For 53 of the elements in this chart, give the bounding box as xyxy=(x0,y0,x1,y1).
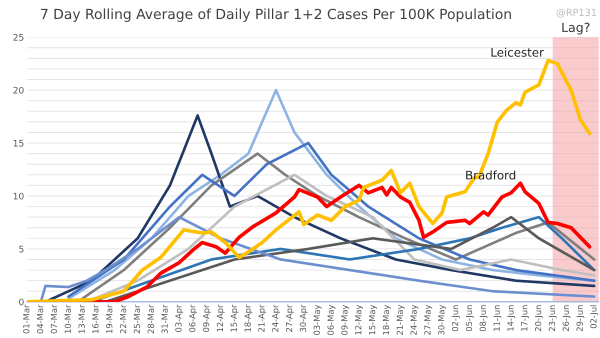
x-tick-label: 21-May xyxy=(396,304,405,335)
x-tick-label: 03-Apr xyxy=(175,304,184,332)
x-tick-label: 23-Jun xyxy=(548,305,557,332)
x-tick-label: 27-Apr xyxy=(286,304,294,332)
x-tick-label: 03-May xyxy=(314,304,322,335)
x-tick-label: 18-May xyxy=(382,304,391,335)
x-tick-label: 13-Mar xyxy=(78,304,85,334)
x-tick-label: 01-Mar xyxy=(23,304,30,334)
x-tick-label: 24-May xyxy=(410,304,418,335)
x-tick-label: 12-May xyxy=(355,304,364,335)
x-tick-label: 12-Apr xyxy=(216,304,225,332)
x-tick-label: 04-Mar xyxy=(36,304,44,334)
x-tick-label: 14-Jun xyxy=(507,305,516,331)
x-tick-label: 28-Mar xyxy=(148,304,154,334)
x-tick-label: 02-Jun xyxy=(452,305,460,332)
x-tick-label: 16-Mar xyxy=(92,304,99,334)
x-tick-label: 30-May xyxy=(438,304,446,335)
x-tick-label: 02-Jul xyxy=(590,305,598,328)
x-tick-label: 24-Apr xyxy=(272,304,280,332)
x-tick-label: 11-Jun xyxy=(494,305,502,331)
x-tick-label: 06-Apr xyxy=(189,304,198,332)
x-tick-label: 07-Mar xyxy=(50,304,58,334)
x-tick-label: 31-Mar xyxy=(161,304,168,334)
y-tick-label: 20 xyxy=(13,86,24,94)
line-series xyxy=(27,58,592,302)
y-tick-label: 0 xyxy=(19,298,24,306)
x-tick-label: 30-Apr xyxy=(300,304,308,332)
x-tick-label: 06-May xyxy=(327,304,336,335)
y-tick-label: 5 xyxy=(19,246,24,252)
x-tick-label: 15-Apr xyxy=(230,304,239,332)
x-tick-label: 29-Jun xyxy=(576,305,584,332)
y-tick-label: 10 xyxy=(14,192,24,200)
x-tick-label: 10-Mar xyxy=(64,304,71,334)
chart-title: 7 Day Rolling Average of Daily Pillar 1+2 Cases Per 100K Population xyxy=(41,8,511,22)
x-tick-label: 08-Jun xyxy=(480,305,488,332)
x-tick-label: 27-May xyxy=(424,304,432,335)
x-tick-label: 09-Apr xyxy=(202,304,211,332)
x-tick-label: 17-Jun xyxy=(521,305,529,331)
x-tick-label: 26-Jun xyxy=(562,305,570,332)
band-label: Lag? xyxy=(562,22,590,35)
y-tick-label: 15 xyxy=(14,140,24,147)
x-tick-label: 25-Mar xyxy=(134,304,140,334)
x-tick-label: 15-May xyxy=(369,304,377,335)
y-tick-label: 25 xyxy=(13,34,24,41)
x-tick-label: 22-Mar xyxy=(120,304,126,334)
series-label: Leicester xyxy=(492,48,544,57)
x-tick-label: 19-Mar xyxy=(106,304,112,334)
x-tick-label: 20-Jun xyxy=(534,305,543,332)
x-tick-label: 21-Apr xyxy=(258,304,266,332)
x-tick-label: 05-Jun xyxy=(466,305,474,332)
text: @RP131 xyxy=(556,8,596,18)
x-tick-label: 09-May xyxy=(341,304,350,335)
x-tick-label: 18-Apr xyxy=(244,304,252,332)
